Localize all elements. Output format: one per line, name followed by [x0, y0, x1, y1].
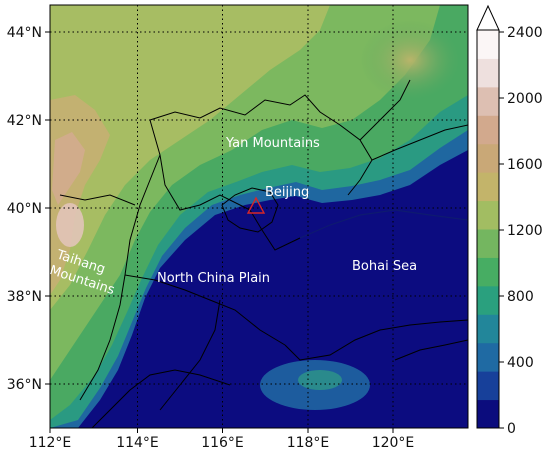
lon-label-120: 120°E	[372, 435, 415, 451]
shandong-hills-core	[298, 370, 342, 390]
ne-highland	[360, 20, 460, 100]
colorbar-label-800: 800	[507, 289, 534, 305]
lon-label-118: 118°E	[287, 435, 330, 451]
colorbar-label-0: 0	[507, 421, 516, 437]
axis-ticks	[45, 31, 394, 433]
map-panel	[50, 5, 468, 428]
colorbar-label-2000: 2000	[507, 91, 543, 107]
beijing-boundary	[221, 187, 279, 233]
colorbar-segment	[477, 115, 499, 145]
bohai-coastline	[299, 209, 468, 239]
province-boundaries	[59, 79, 468, 428]
label-bohai-sea: Bohai Sea	[352, 259, 417, 274]
colorbar-segment	[477, 285, 499, 315]
colorbar-segment	[477, 200, 499, 230]
elevation-band-1800	[50, 5, 330, 310]
map-frame	[49, 4, 469, 429]
colorbar-label-2400: 2400	[507, 25, 543, 41]
colorbar-segment	[477, 143, 499, 173]
colorbar-segment	[477, 371, 499, 401]
colorbar: 2400 2000 1600 1200 800 400 0	[476, 4, 543, 437]
lon-label-114: 114°E	[116, 435, 159, 451]
lat-label-42: 42°N	[7, 113, 42, 129]
lat-label-44: 44°N	[7, 25, 42, 41]
label-north-china-plain: North China Plain	[157, 271, 270, 286]
colorbar-label-1200: 1200	[507, 223, 543, 239]
colorbar-label-400: 400	[507, 355, 534, 371]
elevation-band-2200	[52, 132, 85, 205]
lat-label-36: 36°N	[7, 377, 42, 393]
colorbar-segment	[477, 86, 499, 116]
label-beijing: Beijing	[265, 185, 309, 200]
colorbar-label-1600: 1600	[507, 157, 543, 173]
elevation-band-2400	[56, 203, 84, 247]
colorbar-segment	[477, 172, 499, 202]
beijing-marker	[246, 196, 266, 214]
colorbar-segment	[477, 58, 499, 88]
colorbar-extend-arrow	[476, 4, 500, 31]
colorbar-segment	[477, 257, 499, 287]
colorbar-segments	[477, 30, 499, 429]
colorbar-segment	[477, 30, 499, 59]
lat-label-40: 40°N	[7, 201, 42, 217]
colorbar-segment	[477, 229, 499, 258]
colorbar-segment	[477, 342, 499, 372]
colorbar-segment	[477, 399, 499, 429]
lon-label-116: 116°E	[201, 435, 244, 451]
colorbar-segment	[477, 314, 499, 344]
lat-label-38: 38°N	[7, 289, 42, 305]
lon-label-112: 112°E	[29, 435, 72, 451]
label-yan-mountains: Yan Mountains	[225, 136, 320, 151]
colorbar-ticks	[499, 31, 504, 429]
graticule	[50, 5, 468, 428]
colorbar-frame	[476, 29, 500, 429]
